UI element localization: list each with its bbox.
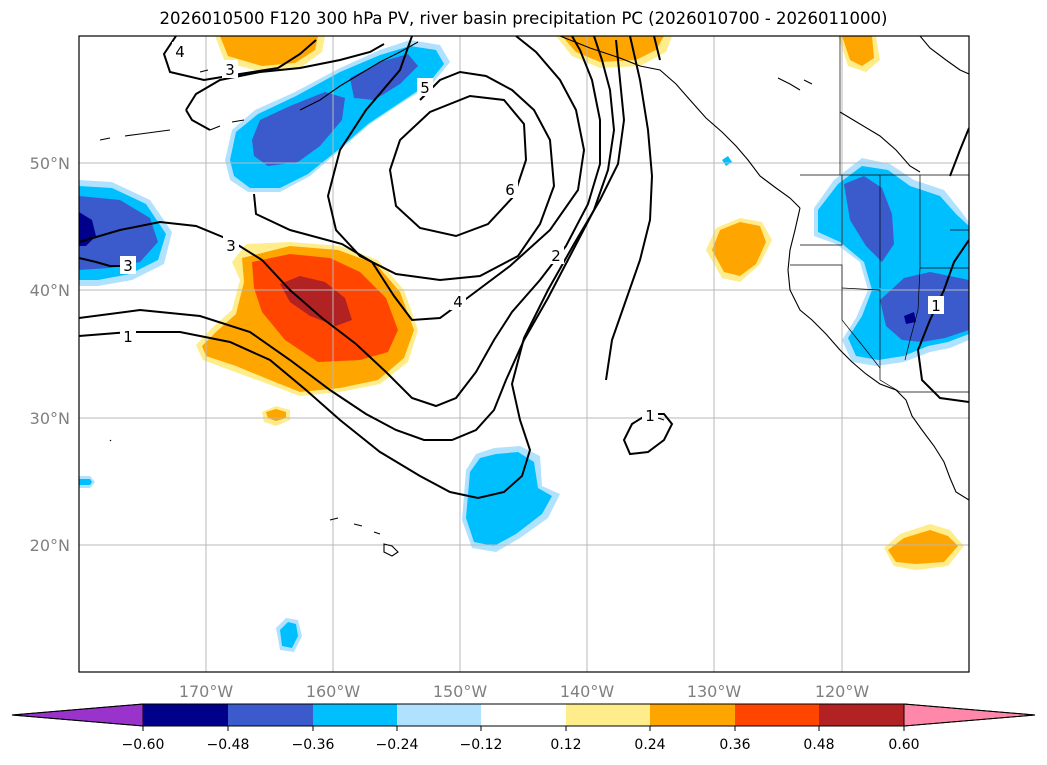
contour-label: 5	[420, 79, 430, 97]
contour-label: 6	[505, 181, 515, 199]
contour-label: 3	[123, 257, 133, 275]
lat-label-30n: 30°N	[30, 409, 70, 428]
lon-label-150w: 150°W	[433, 682, 488, 701]
lat-label-40n: 40°N	[30, 281, 70, 300]
contour-label: 1	[931, 297, 941, 315]
colorbar-segment	[143, 704, 228, 726]
coastlines	[99, 36, 969, 557]
colorbar: −0.60 −0.48 −0.36 −0.24 −0.12 0.12 0.24 …	[11, 703, 1036, 753]
colorbar-segment	[313, 704, 397, 726]
lon-label-170w: 170°W	[179, 682, 234, 701]
contour-label: 4	[453, 293, 463, 311]
colorbar-segment	[819, 704, 904, 726]
colorbar-extend-min	[11, 703, 144, 727]
borders	[790, 36, 969, 393]
colorbar-segment	[566, 704, 650, 726]
colorbar-label: −0.12	[460, 737, 503, 753]
latitude-labels: 50°N 40°N 30°N 20°N	[30, 154, 70, 555]
map-frame	[78, 35, 970, 673]
contour-label: 1	[645, 407, 655, 425]
contour-label: 3	[226, 237, 236, 255]
colorbar-segment	[481, 704, 566, 726]
colorbar-label: −0.24	[376, 737, 419, 753]
colorbar-segment	[650, 704, 735, 726]
lon-label-130w: 130°W	[687, 682, 742, 701]
longitude-labels: 170°W 160°W 150°W 140°W 130°W 120°W	[179, 682, 870, 701]
contour-label: 2	[551, 247, 561, 265]
contour-labels: 4 3 5 6 3 3 1 4 2 1 1	[120, 42, 944, 425]
contour-label: 4	[175, 43, 185, 61]
lon-label-140w: 140°W	[560, 682, 615, 701]
colorbar-label: 0.24	[634, 737, 665, 753]
graticule	[79, 36, 969, 672]
colorbar-extend-max	[903, 703, 1036, 727]
pv-contours	[79, 36, 969, 500]
colorbar-label: −0.36	[292, 737, 335, 753]
colorbar-label: 0.36	[719, 737, 750, 753]
lon-label-160w: 160°W	[306, 682, 361, 701]
colorbar-segment	[397, 704, 481, 726]
lon-label-120w: 120°W	[815, 682, 870, 701]
contour-label: 1	[123, 328, 133, 346]
colorbar-label: −0.60	[122, 737, 165, 753]
lat-label-50n: 50°N	[30, 154, 70, 173]
colorbar-segment	[735, 704, 819, 726]
map-title: 2026010500 F120 300 hPa PV, river basin …	[159, 9, 888, 28]
colorbar-label: 0.12	[550, 737, 581, 753]
colorbar-label: 0.48	[803, 737, 834, 753]
contour-label: 3	[225, 61, 235, 79]
lat-label-20n: 20°N	[30, 536, 70, 555]
colorbar-label: 0.60	[888, 737, 919, 753]
map-area: 4 3 5 6 3 3 1 4 2 1 1	[79, 36, 969, 672]
colorbar-label: −0.48	[207, 737, 250, 753]
colorbar-segment	[228, 704, 313, 726]
